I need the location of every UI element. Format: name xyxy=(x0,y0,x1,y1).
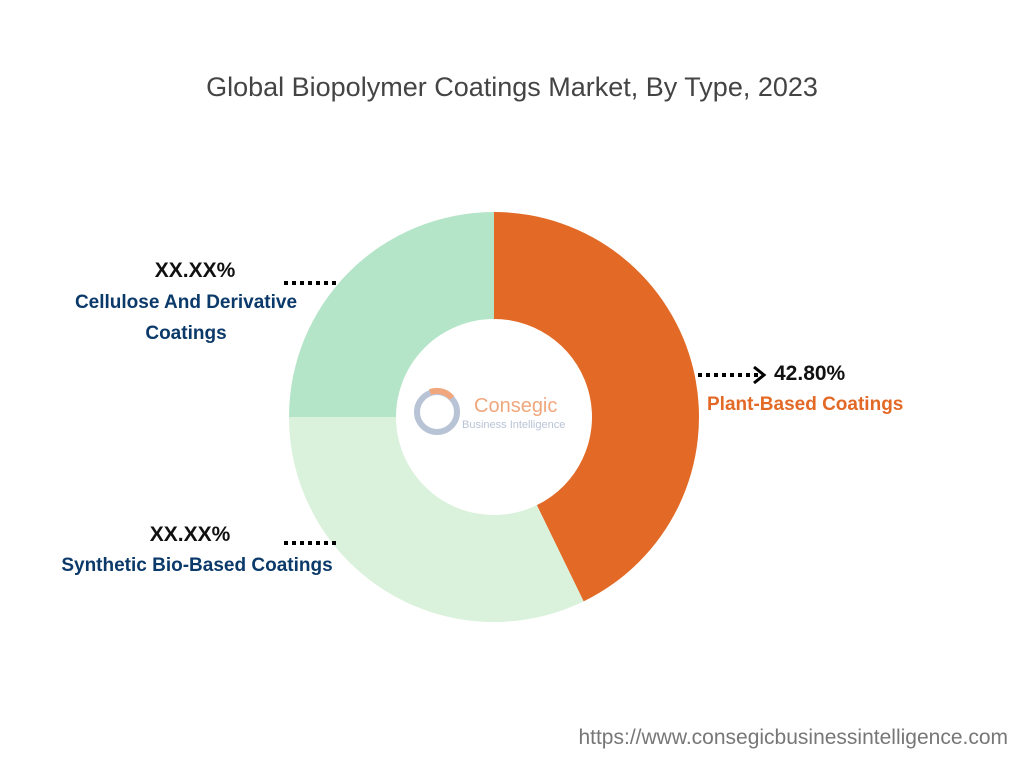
logo-name: Consegic xyxy=(474,395,557,417)
donut-slice xyxy=(289,417,584,622)
logo-icon xyxy=(429,387,455,401)
leader-arrow xyxy=(753,365,767,385)
footer-url: https://www.consegicbusinessintelligence… xyxy=(578,726,1008,749)
donut-slice xyxy=(494,212,699,602)
leaders xyxy=(284,281,767,545)
donut-slice xyxy=(289,212,494,417)
value-label: XX.XX% xyxy=(149,523,231,546)
logo-tagline: Business Intelligence xyxy=(462,419,565,431)
category-label: Plant-Based Coatings xyxy=(707,394,904,415)
logo: Consegic Business Intelligence xyxy=(414,387,565,435)
value-label: XX.XX% xyxy=(154,259,236,282)
category-label: Synthetic Bio-Based Coatings xyxy=(61,555,333,576)
chart-title: Global Biopolymer Coatings Market, By Ty… xyxy=(206,72,818,102)
value-label: 42.80% xyxy=(774,362,846,385)
category-label: Cellulose And Derivative Coatings xyxy=(74,292,298,344)
